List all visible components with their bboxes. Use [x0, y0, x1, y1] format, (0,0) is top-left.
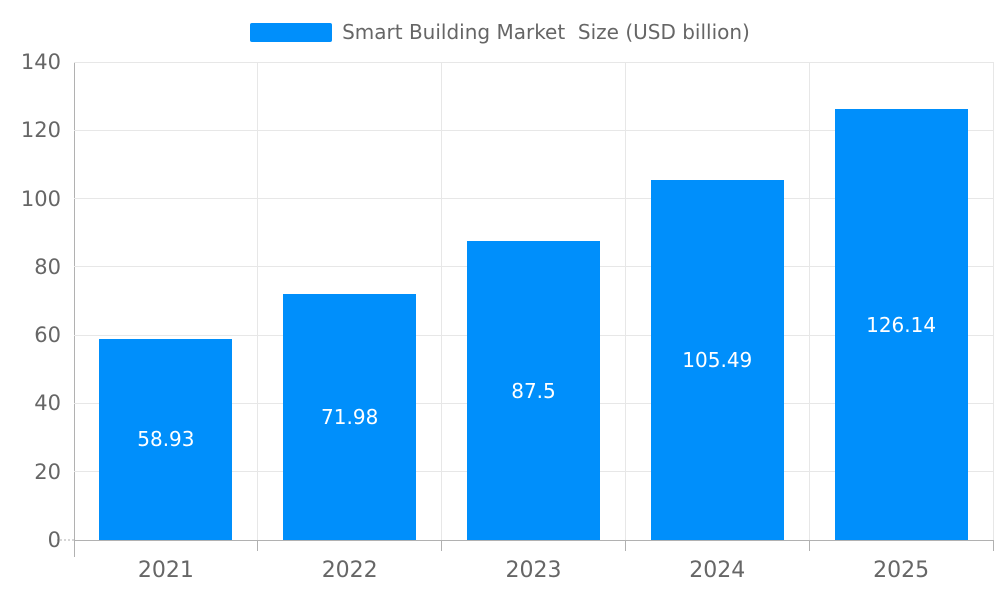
x-gridline: [624, 62, 626, 540]
y-tick-label: 80: [34, 254, 61, 279]
y-tick-label: 40: [34, 391, 61, 416]
y-gridline: [74, 198, 993, 200]
bar[interactable]: 105.49: [650, 179, 784, 540]
bar-value-label: 87.5: [511, 378, 556, 403]
bar-value-label: 126.14: [866, 312, 937, 337]
x-tick-label: 2021: [137, 558, 194, 583]
x-gridline: [441, 62, 443, 540]
x-tick-label: 2022: [321, 558, 378, 583]
y-tick-label: 140: [20, 50, 61, 74]
y-tick-label: 120: [20, 118, 61, 143]
x-tick-label: 2025: [873, 558, 930, 583]
y-gridline: [74, 61, 993, 63]
y-axis-line: [74, 62, 75, 557]
x-gridline: [808, 62, 810, 540]
legend-swatch-icon: [250, 22, 333, 42]
y-gridline: [74, 129, 993, 131]
bar-value-label: 71.98: [321, 405, 379, 430]
x-axis-tick: [624, 541, 626, 551]
x-axis-tick: [441, 541, 443, 551]
x-axis-line: [74, 540, 994, 541]
bar-value-label: 105.49: [682, 347, 753, 372]
y-tick-label: 60: [34, 323, 61, 348]
x-gridline: [257, 62, 259, 540]
y-tick-label: 100: [20, 186, 61, 211]
y-tick-label: 0: [47, 528, 61, 552]
legend[interactable]: Smart Building Market Size (USD billion): [0, 20, 1000, 44]
bar[interactable]: 58.93: [99, 338, 233, 540]
x-tick-label: 2023: [505, 558, 562, 583]
x-axis-tick: [257, 541, 259, 551]
bar[interactable]: 87.5: [467, 241, 600, 540]
x-axis-tick: [992, 541, 994, 551]
x-gridline: [992, 62, 994, 540]
zero-tick: [57, 539, 74, 541]
bar[interactable]: 71.98: [283, 294, 417, 540]
x-axis-tick: [808, 541, 810, 551]
legend-label: Smart Building Market Size (USD billion): [342, 20, 750, 44]
bar[interactable]: 126.14: [834, 109, 968, 540]
y-tick-label: 20: [34, 459, 61, 484]
plot-area: 58.93 71.98 87.5 105.49 126.14: [74, 61, 994, 540]
x-tick-label: 2024: [689, 558, 746, 583]
bar-value-label: 58.93: [137, 427, 195, 452]
